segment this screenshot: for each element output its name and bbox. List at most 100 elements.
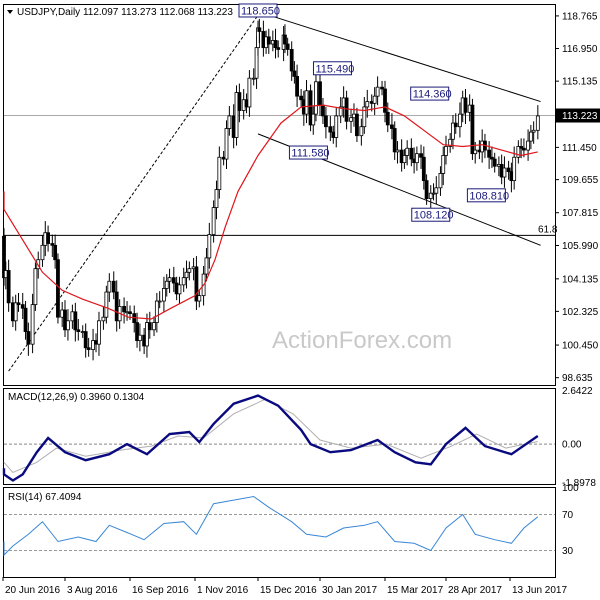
candle-body [53,244,58,261]
price-callout-box [312,61,352,76]
channel-upper-line [257,11,541,103]
candle-body [145,322,149,347]
candle-body [157,300,162,303]
rsi-panel-frame [3,487,556,578]
candle-body [46,232,50,244]
candle-body [441,155,446,174]
y-tick-label: 105.990 [562,241,599,252]
candle-body [334,115,339,138]
candle-body [224,128,229,160]
candle-body [283,34,287,45]
candle-body [409,147,414,160]
macd-header: MACD(12,26,9) 0.3960 0.1304 [8,392,145,403]
candle-body [487,149,492,158]
candle-body [184,271,189,279]
candle-body [421,156,426,182]
macd-chart-layer [2,394,555,482]
price-callout-box [410,86,450,101]
candle-body [390,124,394,129]
candle-body [227,115,232,129]
axis-layer: 118.765116.950115.135113.305111.450109.6… [2,11,600,596]
x-tick-label: 20 Jun 2016 [5,585,60,596]
candle-body [380,86,384,90]
candle-body [70,311,75,322]
candle-body [217,156,222,191]
candle-body [331,131,336,138]
y-tick-label: 98.635 [562,373,593,384]
fib-level-label: 61.8 [538,225,558,236]
candle-body [50,243,55,246]
candle-body [16,302,21,306]
price-callout-label: 111.580 [291,148,329,160]
rsi-line [3,495,539,557]
candle-body [328,126,333,133]
candle-body [63,309,67,331]
candle-body [125,311,129,314]
x-tick-label: 28 Apr 2017 [448,585,502,596]
dotted-trend-line [8,14,259,372]
candle-body [383,88,387,113]
candle-body [385,111,390,126]
main-header: USDJPY,Daily 112.097 113.273 112.068 113… [17,7,233,18]
candle-body [392,128,397,153]
candle-body [308,90,313,126]
candle-body [257,27,262,32]
candle-body [104,291,109,318]
candle-body [438,173,443,189]
candle-body [463,97,468,113]
candle-body [91,340,95,350]
rsi-y-tick-label: 100 [562,483,579,494]
candle-body [519,146,524,149]
candle-body [197,295,202,302]
candle-body [419,153,423,158]
price-callout-box [238,3,278,18]
candle-body [311,113,316,126]
candle-body [414,153,419,164]
y-tick-label: 118.765 [562,11,598,22]
candle-body [137,334,142,341]
candle-body [23,307,28,332]
candle-body [154,300,159,323]
y-tick-label: 104.135 [562,274,599,285]
y-tick-label: 107.815 [562,208,599,219]
candle-body [492,158,497,167]
candle-body [135,322,139,341]
candle-body [114,291,119,322]
candle-body [171,277,176,284]
candle-body [355,113,359,137]
x-tick-label: 15 Mar 2017 [387,585,444,596]
collapse-arrow-icon[interactable] [7,10,13,14]
x-tick-label: 13 Jun 2017 [512,585,567,596]
price-callout-box [288,145,328,160]
watermark: ActionForex.com [272,327,452,354]
candle-body [299,95,304,101]
candle-body [164,280,169,289]
last-price-label: 113.223 [562,111,598,122]
candle-body [86,347,91,350]
candle-body [207,234,212,259]
candle-body [162,288,166,302]
candle-body [107,280,112,293]
candle-body [211,207,216,235]
candle-body [247,77,252,108]
candle-body [522,147,526,151]
candle-body [314,81,318,115]
x-tick-label: 16 Sep 2016 [132,585,189,596]
last-price-box [556,108,600,123]
candle-body [444,146,448,156]
candle-body [405,147,410,156]
rsi-y-tick-label: 70 [562,510,574,521]
candle-body [66,320,70,331]
candle-body [20,304,25,309]
candle-body [33,268,38,306]
candle-body [448,138,453,147]
candle-body [506,167,511,173]
candle-body [318,81,322,106]
candle-body [369,101,374,104]
candle-body [470,104,475,155]
y-tick-label: 109.655 [562,175,599,186]
y-tick-label: 116.950 [562,44,598,55]
candle-body [458,113,462,128]
x-tick-label: 3 Aug 2016 [67,585,118,596]
